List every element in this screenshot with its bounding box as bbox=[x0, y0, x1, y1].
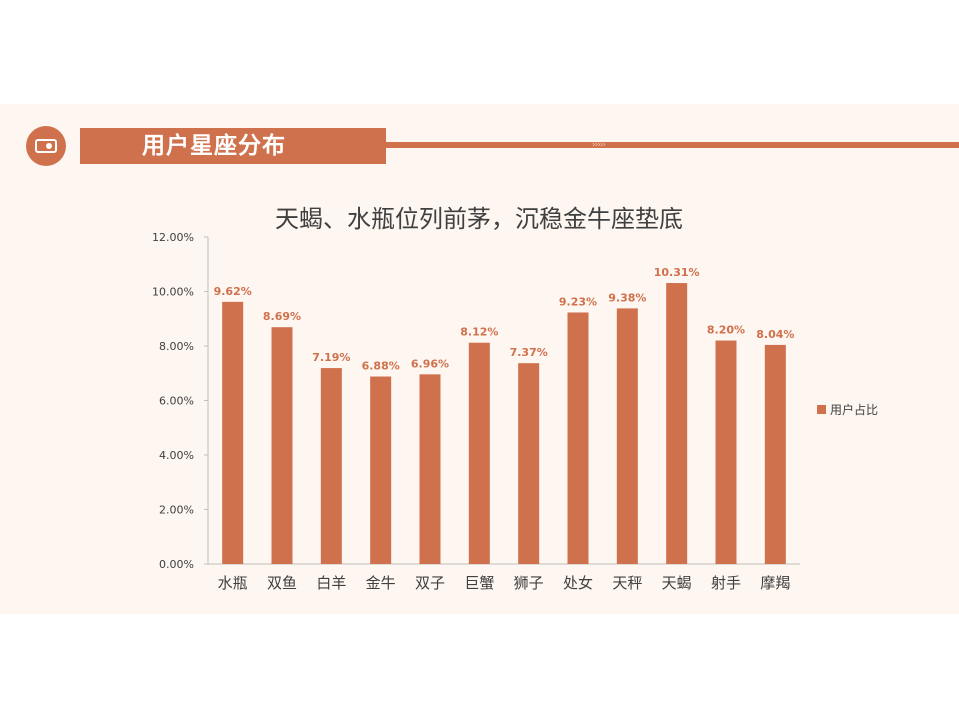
bar bbox=[468, 342, 490, 564]
x-tick-label: 水瓶 bbox=[218, 574, 248, 592]
header-divider bbox=[386, 142, 959, 148]
section-title: 用户星座分布 bbox=[80, 128, 386, 164]
bar bbox=[764, 344, 786, 564]
x-tick-label: 天蝎 bbox=[662, 574, 692, 592]
data-label: 9.23% bbox=[559, 295, 597, 308]
chart-title: 天蝎、水瓶位列前茅，沉稳金牛座垫底 bbox=[275, 205, 683, 233]
bar bbox=[271, 327, 293, 564]
bar bbox=[419, 374, 441, 564]
bar bbox=[715, 340, 737, 564]
bar bbox=[567, 312, 589, 564]
data-label: 7.19% bbox=[312, 351, 350, 364]
y-tick-label: 4.00% bbox=[159, 449, 194, 462]
x-tick-label: 双鱼 bbox=[267, 574, 297, 592]
x-tick-label: 射手 bbox=[711, 574, 741, 592]
x-tick-label: 白羊 bbox=[316, 574, 346, 592]
data-label: 6.88% bbox=[362, 360, 400, 373]
data-label: 7.37% bbox=[510, 346, 548, 359]
legend-swatch bbox=[817, 405, 826, 414]
x-tick-label: 狮子 bbox=[514, 574, 544, 592]
x-tick-label: 摩羯 bbox=[760, 574, 790, 592]
data-label: 9.62% bbox=[214, 285, 252, 298]
y-tick-label: 10.00% bbox=[152, 286, 194, 299]
legend-label: 用户占比 bbox=[830, 402, 878, 417]
x-tick-label: 处女 bbox=[563, 574, 593, 592]
data-label: 8.12% bbox=[460, 326, 498, 339]
bar bbox=[222, 301, 244, 564]
y-tick-label: 12.00% bbox=[152, 231, 194, 244]
x-tick-label: 天秤 bbox=[612, 574, 642, 592]
x-tick-label: 巨蟹 bbox=[464, 574, 494, 592]
data-label: 8.20% bbox=[707, 324, 745, 337]
bar bbox=[666, 283, 688, 564]
data-label: 8.04% bbox=[756, 328, 794, 341]
y-tick-label: 2.00% bbox=[159, 504, 194, 517]
x-tick-label: 双子 bbox=[415, 574, 445, 592]
x-tick-label: 金牛 bbox=[366, 574, 396, 592]
camera-icon bbox=[26, 126, 66, 166]
bar bbox=[518, 363, 540, 564]
bar bbox=[616, 308, 638, 564]
y-tick-label: 8.00% bbox=[159, 340, 194, 353]
y-tick-label: 6.00% bbox=[159, 395, 194, 408]
bar bbox=[370, 376, 392, 564]
data-label: 10.31% bbox=[654, 266, 700, 279]
data-label: 8.69% bbox=[263, 310, 301, 323]
y-tick-label: 0.00% bbox=[159, 558, 194, 571]
chevron-right-icon: ››››› bbox=[592, 140, 606, 150]
data-label: 6.96% bbox=[411, 357, 449, 370]
bar bbox=[320, 368, 342, 564]
data-label: 9.38% bbox=[608, 291, 646, 304]
